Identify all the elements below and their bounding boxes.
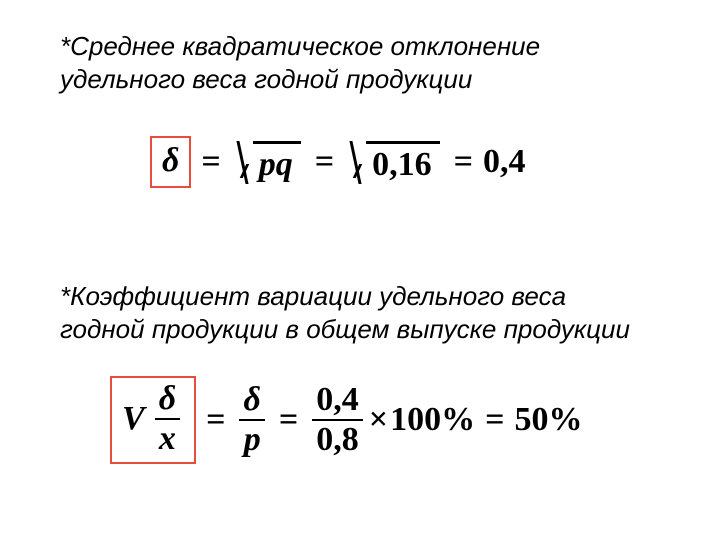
symbol-delta-2b: δ [243,381,260,418]
symbol-V: V [122,400,145,438]
caption2-line2: годной продукции в общем выпуске продукц… [60,314,630,344]
caption2-line1: *Коэффициент вариации удельного веса [60,281,566,311]
result-04: 0,4 [483,143,526,181]
frac-04-over-08: 0,4 0,8 [312,383,363,457]
equals-2c: = [485,401,504,439]
equals-2b: = [279,401,298,439]
symbol-delta-2a: δ [159,380,176,417]
frac-delta-over-xbar: δ x [155,382,180,456]
v-delta-xbar-highlight-box: V δ x [110,376,196,464]
times-sign: × [369,401,388,439]
caption1-line1: *Среднее квадратическое отклонение [60,31,540,61]
formula-variation-coeff: V δ x = δ p = 0,4 0,8 × 100% = 50% [110,376,583,464]
caption-variation-coeff: *Коэффициент вариации удельного веса год… [60,280,680,345]
frac-delta-over-p: δ p [239,383,264,457]
formula-std-deviation: δ = pq = 0,16 = 0,4 [150,136,526,188]
equals-1a: = [201,143,220,181]
sqrt-pq-body: pq [253,141,301,184]
result-50pct: 50% [515,401,583,439]
symbol-p: p [240,421,265,457]
equals-1c: = [454,143,473,181]
numerator-04: 0,4 [312,383,363,419]
delta-highlight-box: δ [150,136,191,188]
caption1-line2: удельного веса годной продукции [60,64,472,94]
denominator-08: 0,8 [312,421,363,457]
equals-2a: = [206,401,225,439]
sqrt-016-body: 0,16 [366,141,440,184]
equals-1b: = [315,143,334,181]
symbol-delta: δ [162,142,179,180]
sqrt-016: 0,16 [348,141,440,184]
symbol-xbar: x [159,422,176,456]
sqrt-pq: pq [235,141,301,184]
hundred-percent: 100% [390,401,475,439]
caption-std-deviation: *Среднее квадратическое отклонение удель… [60,30,660,95]
